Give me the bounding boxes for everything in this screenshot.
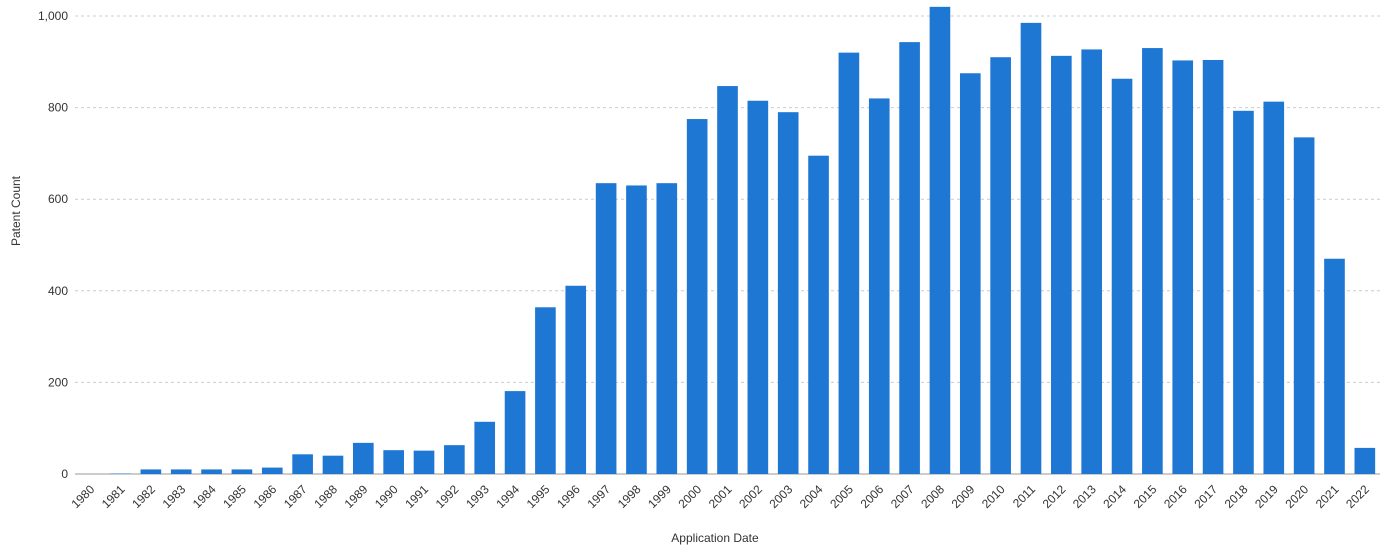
bar-1992[interactable] bbox=[444, 445, 465, 474]
x-tick-label: 2010 bbox=[979, 482, 1008, 511]
x-tick-label: 1981 bbox=[99, 482, 128, 511]
y-tick-label: 200 bbox=[48, 375, 68, 389]
x-tick-label: 1998 bbox=[615, 482, 644, 511]
bar-1984[interactable] bbox=[201, 469, 222, 474]
bar-2006[interactable] bbox=[868, 98, 890, 474]
x-tick-label: 1999 bbox=[645, 482, 674, 511]
y-axis-title: Patent Count bbox=[9, 175, 23, 246]
bar-1983[interactable] bbox=[170, 469, 192, 474]
x-tick-label: 2000 bbox=[675, 482, 704, 511]
bar-2022[interactable] bbox=[1354, 447, 1376, 474]
bar-2004[interactable] bbox=[808, 155, 829, 474]
bar-1985[interactable] bbox=[231, 469, 253, 474]
bar-1993[interactable] bbox=[474, 421, 496, 474]
bar-2012[interactable] bbox=[1051, 55, 1072, 474]
bar-2020[interactable] bbox=[1293, 137, 1315, 474]
x-tick-label: 1980 bbox=[69, 482, 98, 511]
y-tick-label: 600 bbox=[48, 192, 68, 206]
x-tick-label: 2016 bbox=[1161, 482, 1190, 511]
bar-2005[interactable] bbox=[838, 52, 860, 474]
bar-1998[interactable] bbox=[626, 185, 647, 474]
x-tick-label: 2004 bbox=[797, 482, 826, 511]
x-tick-label: 1993 bbox=[463, 482, 492, 511]
y-tick-label: 400 bbox=[48, 284, 68, 298]
x-tick-label: 2008 bbox=[918, 482, 947, 511]
bar-1989[interactable] bbox=[353, 442, 374, 474]
bar-1994[interactable] bbox=[504, 391, 526, 474]
bar-2014[interactable] bbox=[1111, 78, 1133, 474]
x-tick-label: 2003 bbox=[767, 482, 796, 511]
x-tick-label: 2019 bbox=[1252, 482, 1281, 511]
x-tick-label: 2020 bbox=[1282, 482, 1311, 511]
bar-1997[interactable] bbox=[595, 183, 617, 475]
bar-2018[interactable] bbox=[1233, 110, 1254, 474]
bar-1988[interactable] bbox=[322, 455, 344, 474]
bar-2019[interactable] bbox=[1263, 101, 1285, 475]
x-tick-label: 2001 bbox=[706, 482, 735, 511]
bar-2011[interactable] bbox=[1020, 22, 1042, 475]
y-tick-label: 1,000 bbox=[38, 9, 68, 23]
bar-2008[interactable] bbox=[929, 6, 951, 475]
x-axis-ticks: 1980 1981 1982 1983 1984 1985 1986 1987 1988 1989… bbox=[69, 482, 1373, 511]
bar-1982[interactable] bbox=[140, 469, 162, 474]
x-axis-title: Application Date bbox=[671, 531, 759, 545]
x-tick-label: 1988 bbox=[311, 482, 340, 511]
bar-1987[interactable] bbox=[292, 454, 313, 474]
bar-2021[interactable] bbox=[1324, 258, 1345, 474]
x-tick-label: 2009 bbox=[949, 482, 978, 511]
bar-2017[interactable] bbox=[1202, 59, 1224, 474]
bar-2015[interactable] bbox=[1142, 48, 1163, 475]
x-tick-label: 1994 bbox=[493, 482, 522, 511]
y-axis-ticks: 0 200 400 600 800 1,000 bbox=[38, 9, 68, 481]
x-tick-label: 1990 bbox=[372, 482, 401, 511]
x-tick-label: 1982 bbox=[129, 482, 158, 511]
x-tick-label: 1995 bbox=[524, 482, 553, 511]
bar-2000[interactable] bbox=[686, 119, 708, 475]
x-tick-label: 1983 bbox=[160, 482, 189, 511]
x-tick-label: 2012 bbox=[1040, 482, 1069, 511]
bar-1995[interactable] bbox=[535, 307, 556, 474]
x-tick-label: 2022 bbox=[1343, 482, 1372, 511]
x-tick-label: 2014 bbox=[1100, 482, 1129, 511]
bar-2013[interactable] bbox=[1081, 49, 1103, 475]
bar-1996[interactable] bbox=[565, 285, 587, 474]
y-tick-label: 800 bbox=[48, 101, 68, 115]
x-tick-label: 1987 bbox=[281, 482, 310, 511]
x-tick-label: 2017 bbox=[1191, 482, 1220, 511]
x-tick-label: 2021 bbox=[1313, 482, 1342, 511]
x-tick-label: 2018 bbox=[1222, 482, 1251, 511]
x-tick-label: 1984 bbox=[190, 482, 219, 511]
bar-2007[interactable] bbox=[899, 42, 920, 475]
x-tick-label: 2011 bbox=[1010, 482, 1038, 510]
bar-2002[interactable] bbox=[747, 100, 769, 474]
bar-2009[interactable] bbox=[959, 73, 981, 474]
y-tick-label: 0 bbox=[61, 467, 68, 481]
x-tick-label: 2015 bbox=[1131, 482, 1160, 511]
bar-1991[interactable] bbox=[413, 450, 435, 474]
x-tick-label: 2007 bbox=[888, 482, 917, 511]
bar-2010[interactable] bbox=[990, 57, 1011, 474]
bar-2003[interactable] bbox=[777, 112, 799, 475]
x-tick-label: 1992 bbox=[433, 482, 462, 511]
x-tick-label: 1991 bbox=[402, 482, 431, 511]
bar-2016[interactable] bbox=[1172, 60, 1194, 475]
x-tick-label: 2002 bbox=[736, 482, 765, 511]
bars bbox=[110, 6, 1376, 475]
bar-2001[interactable] bbox=[717, 86, 738, 474]
x-tick-label: 1985 bbox=[220, 482, 249, 511]
bar-1999[interactable] bbox=[656, 183, 678, 475]
x-tick-label: 1989 bbox=[342, 482, 371, 511]
x-tick-label: 1996 bbox=[554, 482, 583, 511]
x-tick-label: 1997 bbox=[584, 482, 613, 511]
x-tick-label: 1986 bbox=[251, 482, 280, 511]
x-tick-label: 2013 bbox=[1070, 482, 1099, 511]
x-tick-label: 2005 bbox=[827, 482, 856, 511]
bar-1986[interactable] bbox=[261, 467, 283, 474]
bar-1990[interactable] bbox=[383, 450, 404, 474]
x-tick-label: 2006 bbox=[858, 482, 887, 511]
